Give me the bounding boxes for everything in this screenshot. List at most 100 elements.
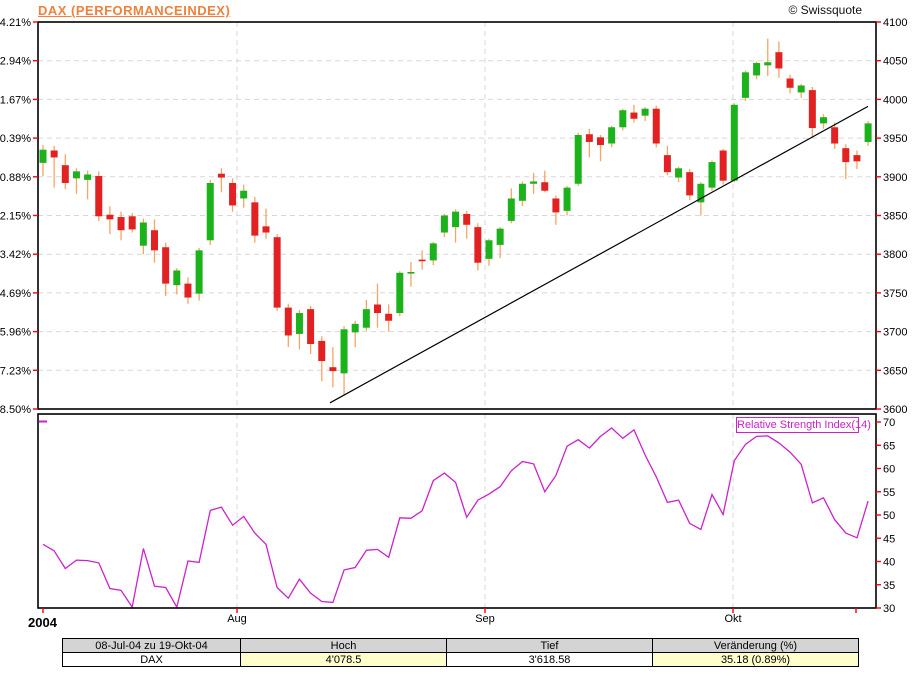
axis-label: -3.42% [0,249,31,261]
candle-body [741,72,749,98]
candle-body [84,174,92,180]
axis-label: -0.88% [0,172,31,184]
candle-body [675,168,683,178]
candle-body [240,190,248,199]
summary-table: 08-Jul-04 zu 19-Okt-04 Hoch Tief Verände… [62,638,859,667]
axis-label: 3750 [883,288,907,300]
candle-body [663,155,671,173]
summary-header-tief: Tief [446,638,653,653]
candle-body [608,127,616,144]
candle-body [128,216,136,230]
candle-body [351,323,359,333]
candle-body [151,230,158,251]
axis-label: -5.96% [0,327,31,339]
candle-body [184,283,192,298]
candle-body [329,367,337,372]
candle-body [619,110,627,128]
candle-body [719,150,727,181]
candle-body [808,90,816,129]
axis-label: 35 [883,580,895,592]
candle-body [173,270,181,286]
candle-body [753,63,761,76]
candle-body [117,217,125,231]
candle-body [374,304,381,314]
candle-body [162,247,170,284]
candle-body [39,149,47,163]
candle-body [708,162,716,188]
candle-body [853,155,861,162]
candle-body [786,78,794,88]
candle-body [195,250,203,294]
candle-body [396,272,404,314]
candle-body [251,202,259,236]
candle-body [418,259,426,262]
trend-line [329,105,869,404]
candle-body [518,183,526,201]
candle-body [507,198,515,221]
summary-cell-tief: 3'618.58 [446,652,653,667]
axis-label: 3800 [883,249,907,261]
summary-table-header-row: 08-Jul-04 zu 19-Okt-04 Hoch Tief Verände… [62,638,859,653]
axis-label: -8.50% [0,404,31,416]
candle-body [652,108,660,144]
x-axis-month-aug: Aug [227,613,247,625]
axis-label: 2.94% [0,56,31,68]
candle-body [95,176,103,217]
axis-label: 4000 [883,94,907,106]
x-axis-month-okt: Okt [724,613,742,625]
candle-body [295,313,303,334]
candle-body [474,227,482,263]
candle-body [552,198,560,213]
rsi-legend-box: Relative Strength Index(14) [736,417,871,433]
candle-body [530,181,538,184]
candle-body [229,182,237,206]
candle-body [429,243,437,261]
candle-body [864,123,872,142]
candle-body [697,183,705,203]
summary-cell-hoch: 4'078.5 [240,652,447,667]
summary-header-hoch: Hoch [240,638,447,653]
axis-label: -7.23% [0,365,31,377]
candle-body [630,112,638,119]
candle-body [831,127,839,144]
chart-title: DAX (PERFORMANCEINDEX) [38,3,231,18]
candle-body [585,134,593,142]
axis-label: 4050 [883,56,907,68]
axis-label: 0.39% [0,133,31,145]
summary-table-value-row: DAX 4'078.5 3'618.58 35.18 (0.89%) [62,652,859,667]
summary-header-veraenderung: Veränderung (%) [652,638,859,653]
rsi-panel-border [37,413,877,609]
candle-body [597,137,604,146]
candle-body [496,228,504,245]
candle-body [797,85,805,93]
candle-body [452,211,460,228]
candle-body [217,173,225,178]
summary-cell-name: DAX [62,652,241,667]
candle-body [206,182,214,241]
candle-body [307,309,315,344]
candle-body [563,187,571,211]
axis-label: 70 [883,417,895,429]
axis-label: 60 [883,464,895,476]
price-rsi-chart-canvas: 4.21% 2.94% 1.67% 0.39% -0.88% -2.15% -3.42% -4… [0,17,907,615]
x-axis-year-label: 2004 [28,615,57,630]
candle-body [820,117,827,124]
axis-label: 50 [883,510,895,522]
summary-header-period: 08-Jul-04 zu 19-Okt-04 [62,638,241,653]
axis-label: 1.67% [0,94,31,106]
candle-body [139,222,147,246]
axis-label: 3600 [883,404,907,416]
axis-label: 3650 [883,365,907,377]
candle-body [764,62,772,66]
candle-body [362,309,370,328]
candle-body [463,213,471,225]
candle-body [485,240,493,259]
candle-body [407,272,415,274]
axis-label: -2.15% [0,211,31,223]
rsi-line [42,427,869,609]
candle-body [340,329,348,374]
candle-body [385,313,393,321]
candle-body [574,135,582,184]
axis-label: 4.21% [0,17,31,29]
copyright-label: © Swissquote [788,3,862,17]
